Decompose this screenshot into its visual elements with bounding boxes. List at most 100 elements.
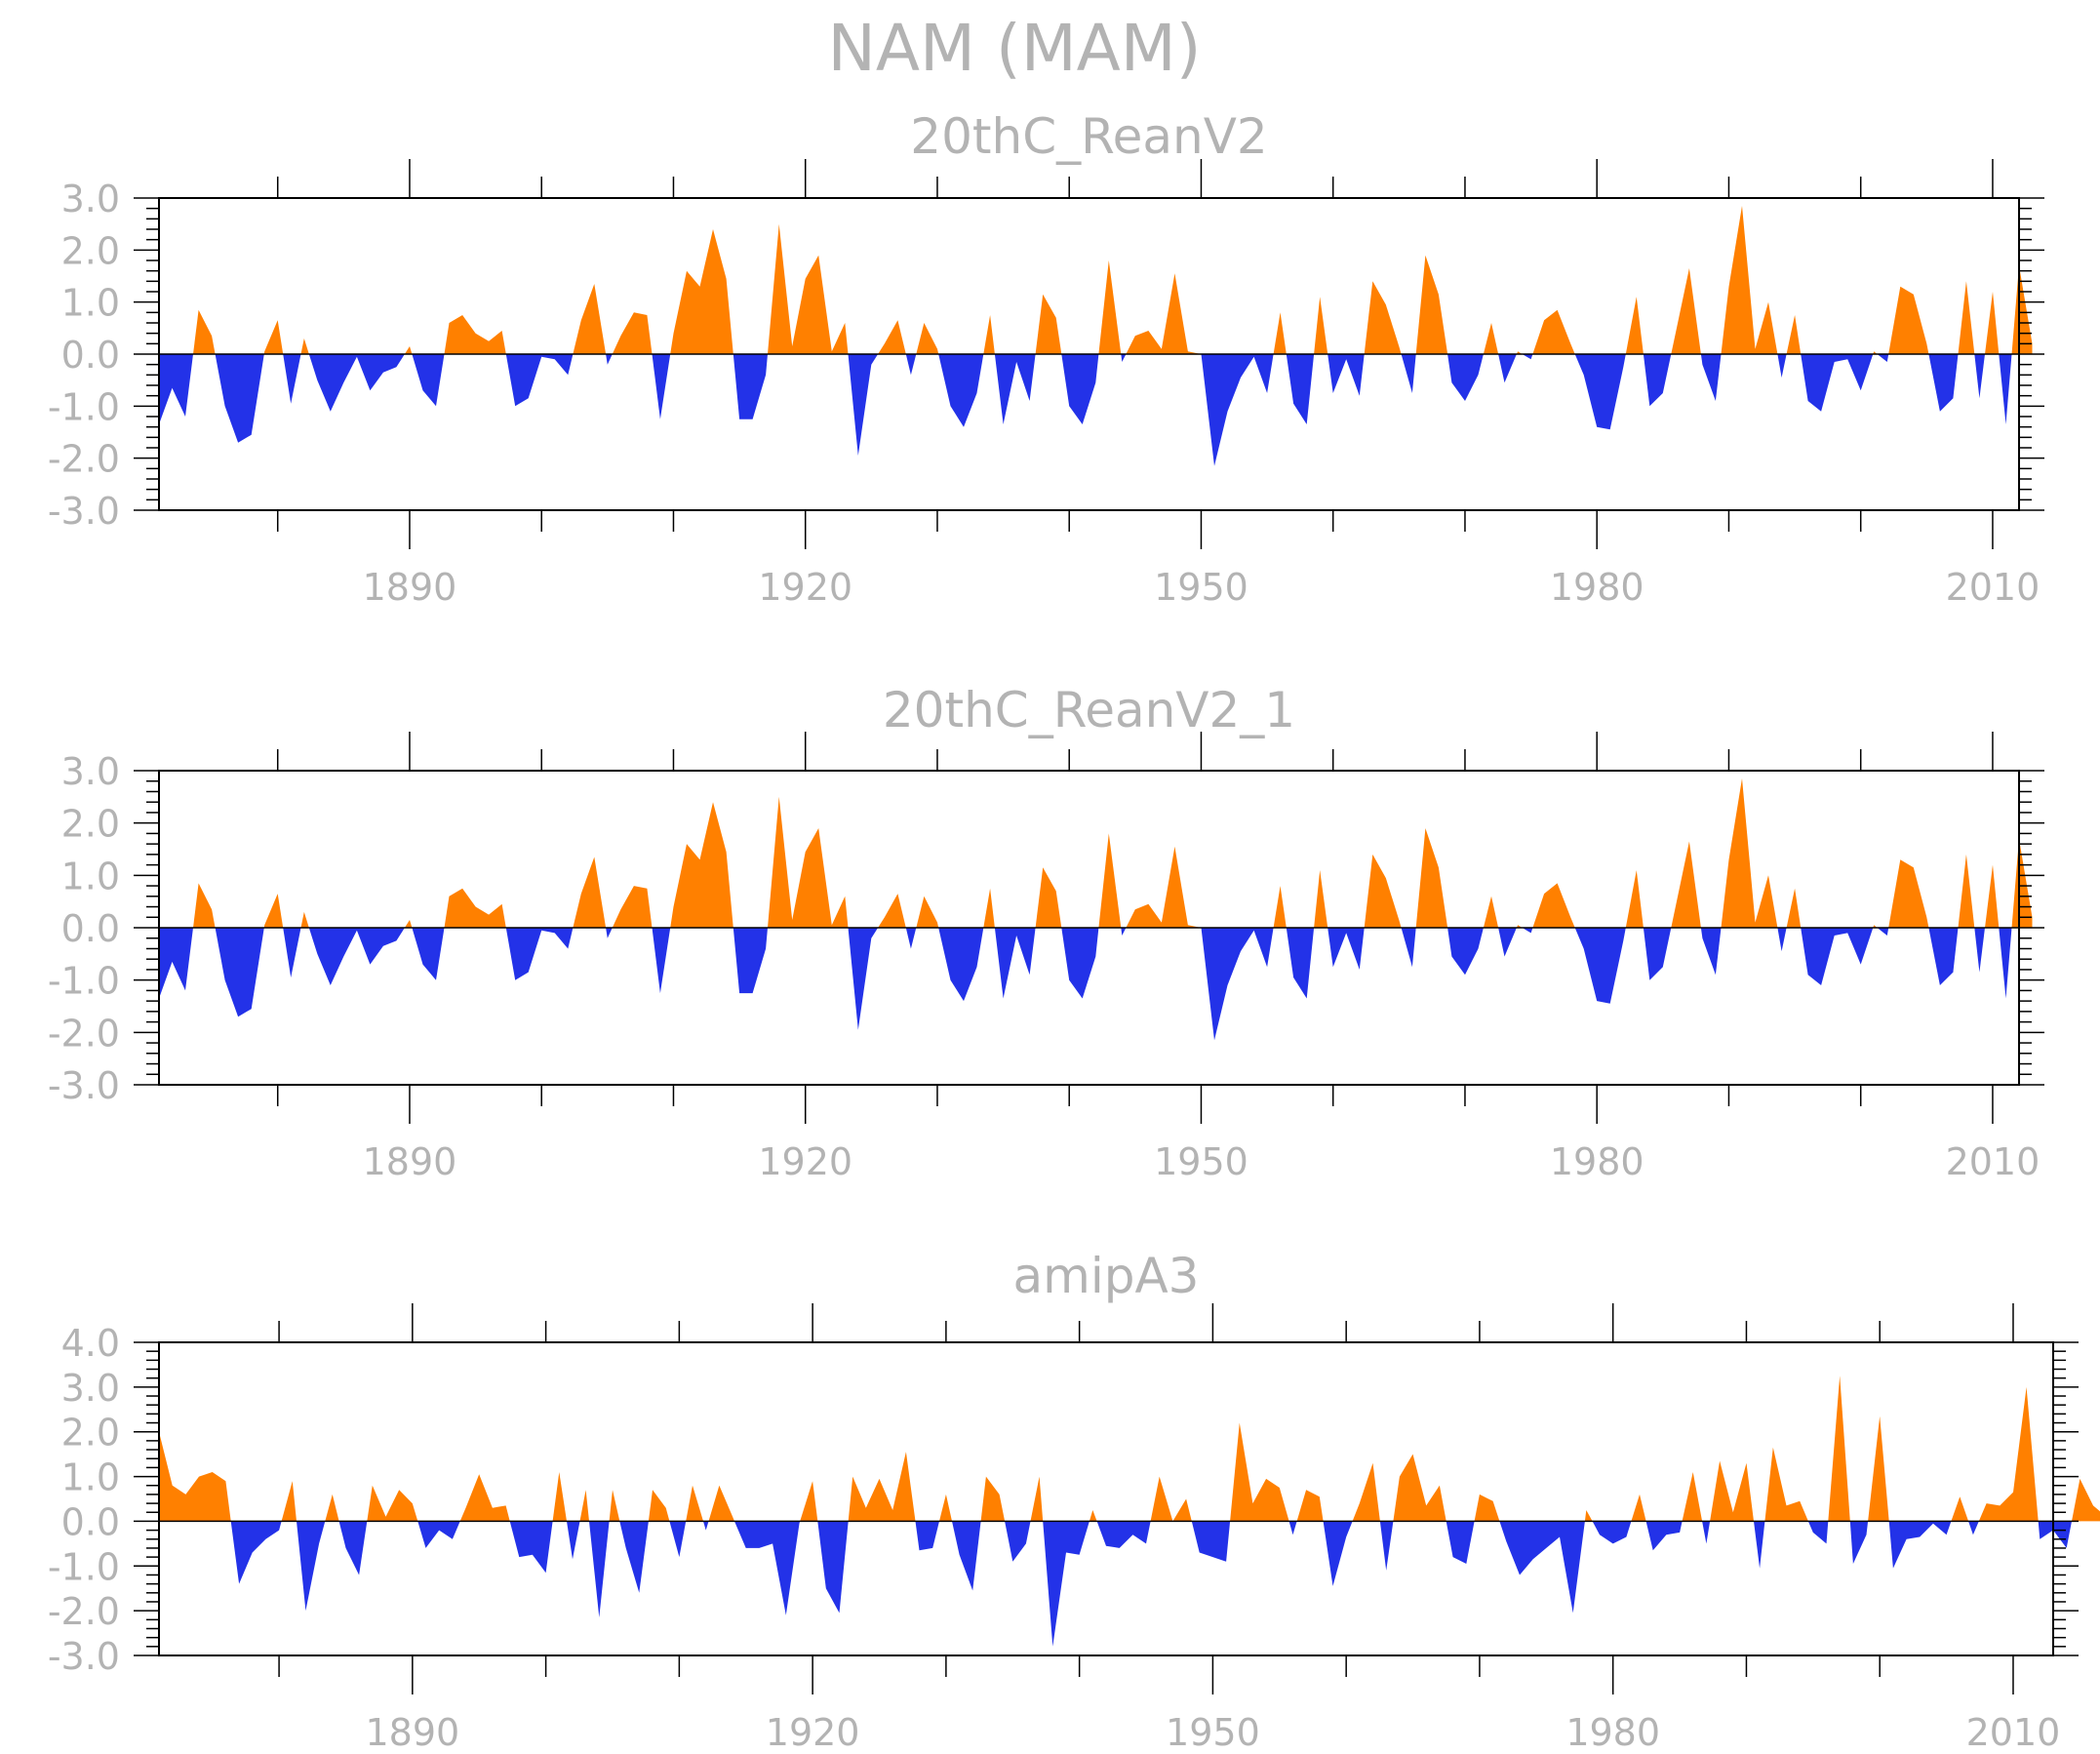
y-tick-label: 3.0 bbox=[61, 750, 120, 793]
y-tick-label: -2.0 bbox=[48, 438, 120, 481]
positive-area bbox=[1415, 828, 1448, 928]
positive-area bbox=[2072, 1478, 2100, 1522]
negative-area bbox=[1499, 1521, 1585, 1614]
negative-area bbox=[1968, 1521, 1979, 1535]
negative-area bbox=[652, 928, 671, 994]
positive-area bbox=[263, 894, 284, 928]
positive-area bbox=[983, 315, 995, 354]
positive-area bbox=[768, 796, 849, 928]
negative-area bbox=[230, 1521, 282, 1584]
negative-area bbox=[606, 354, 613, 365]
y-tick-label: 0.0 bbox=[61, 907, 120, 950]
negative-area bbox=[1323, 1521, 1353, 1586]
positive-area bbox=[1098, 260, 1122, 354]
y-tick-label: 1.0 bbox=[61, 282, 120, 325]
negative-area bbox=[1379, 1521, 1394, 1571]
positive-area bbox=[1721, 206, 1778, 354]
positive-area bbox=[444, 315, 506, 354]
negative-area bbox=[412, 354, 445, 407]
positive-area bbox=[800, 1481, 818, 1522]
positive-area bbox=[1150, 1476, 1192, 1522]
positive-area bbox=[281, 1481, 297, 1522]
negative-area bbox=[1522, 928, 1533, 934]
negative-area bbox=[905, 354, 917, 376]
negative-area bbox=[1888, 1521, 1952, 1569]
positive-area bbox=[1126, 273, 1202, 354]
negative-area bbox=[1446, 1521, 1475, 1564]
negative-area bbox=[1592, 1521, 1632, 1544]
positive-area bbox=[300, 911, 309, 928]
positive-area bbox=[325, 1494, 339, 1522]
negative-area bbox=[1974, 354, 1985, 399]
negative-area bbox=[1999, 354, 2012, 424]
y-tick-label: 3.0 bbox=[61, 1367, 120, 1410]
positive-area bbox=[1532, 883, 1575, 928]
y-tick-label: 4.0 bbox=[61, 1322, 120, 1365]
positive-area bbox=[579, 1490, 589, 1522]
x-tick-label: 1950 bbox=[1154, 1140, 1248, 1183]
negative-area bbox=[159, 354, 193, 424]
y-tick-label: 2.0 bbox=[61, 803, 120, 846]
negative-area bbox=[1201, 354, 1274, 466]
y-tick-label: 2.0 bbox=[61, 229, 120, 272]
positive-area bbox=[1985, 292, 2000, 354]
positive-area bbox=[939, 1494, 952, 1522]
negative-area bbox=[412, 928, 445, 980]
y-tick-label: 0.0 bbox=[61, 334, 120, 377]
positive-area bbox=[1888, 859, 1929, 928]
negative-area bbox=[994, 928, 1036, 999]
negative-area bbox=[283, 354, 301, 404]
x-tick-label: 2010 bbox=[1946, 566, 2041, 609]
negative-area bbox=[817, 1521, 849, 1614]
negative-area bbox=[1288, 1521, 1297, 1535]
y-tick-label: -2.0 bbox=[48, 1590, 120, 1633]
negative-area bbox=[1928, 354, 1959, 412]
negative-area bbox=[1096, 1521, 1151, 1548]
positive-area bbox=[612, 886, 653, 928]
positive-area bbox=[1314, 870, 1328, 928]
positive-area bbox=[1030, 1476, 1044, 1522]
positive-area bbox=[916, 323, 939, 354]
negative-area bbox=[1401, 354, 1416, 393]
negative-area bbox=[1877, 354, 1889, 362]
negative-area bbox=[1061, 928, 1099, 999]
negative-area bbox=[215, 928, 264, 1017]
y-tick-label: -1.0 bbox=[48, 385, 120, 428]
positive-area bbox=[1958, 281, 1975, 354]
positive-area bbox=[609, 1490, 620, 1522]
negative-area bbox=[338, 1521, 368, 1575]
positive-area bbox=[193, 309, 216, 354]
positive-area bbox=[1415, 255, 1448, 354]
negative-area bbox=[938, 354, 984, 427]
positive-area bbox=[1098, 833, 1122, 928]
positive-area bbox=[878, 320, 906, 354]
positive-area bbox=[1352, 1462, 1380, 1522]
positive-area bbox=[648, 1490, 670, 1522]
x-tick-label: 1890 bbox=[363, 566, 457, 609]
negative-area bbox=[733, 354, 768, 419]
positive-area bbox=[573, 857, 607, 928]
negative-area bbox=[1777, 354, 1787, 378]
positive-area bbox=[1364, 854, 1402, 928]
negative-area bbox=[1777, 928, 1787, 952]
negative-area bbox=[283, 928, 301, 977]
positive-area bbox=[1625, 297, 1644, 354]
positive-area bbox=[1364, 281, 1402, 354]
positive-area bbox=[159, 1431, 231, 1522]
y-tick-label: 3.0 bbox=[61, 178, 120, 220]
negative-area bbox=[1061, 354, 1099, 424]
positive-area bbox=[768, 223, 849, 354]
negative-area bbox=[1286, 928, 1315, 999]
positive-area bbox=[1828, 1375, 1850, 1522]
y-tick-label: -1.0 bbox=[48, 1545, 120, 1588]
negative-area bbox=[1401, 928, 1416, 968]
negative-area bbox=[1191, 1521, 1231, 1562]
positive-area bbox=[848, 1452, 916, 1522]
positive-area bbox=[1786, 315, 1802, 354]
negative-area bbox=[915, 1521, 939, 1551]
negative-area bbox=[1327, 354, 1365, 396]
x-tick-label: 1890 bbox=[363, 1140, 457, 1183]
negative-area bbox=[1498, 928, 1517, 957]
negative-area bbox=[417, 1521, 460, 1548]
